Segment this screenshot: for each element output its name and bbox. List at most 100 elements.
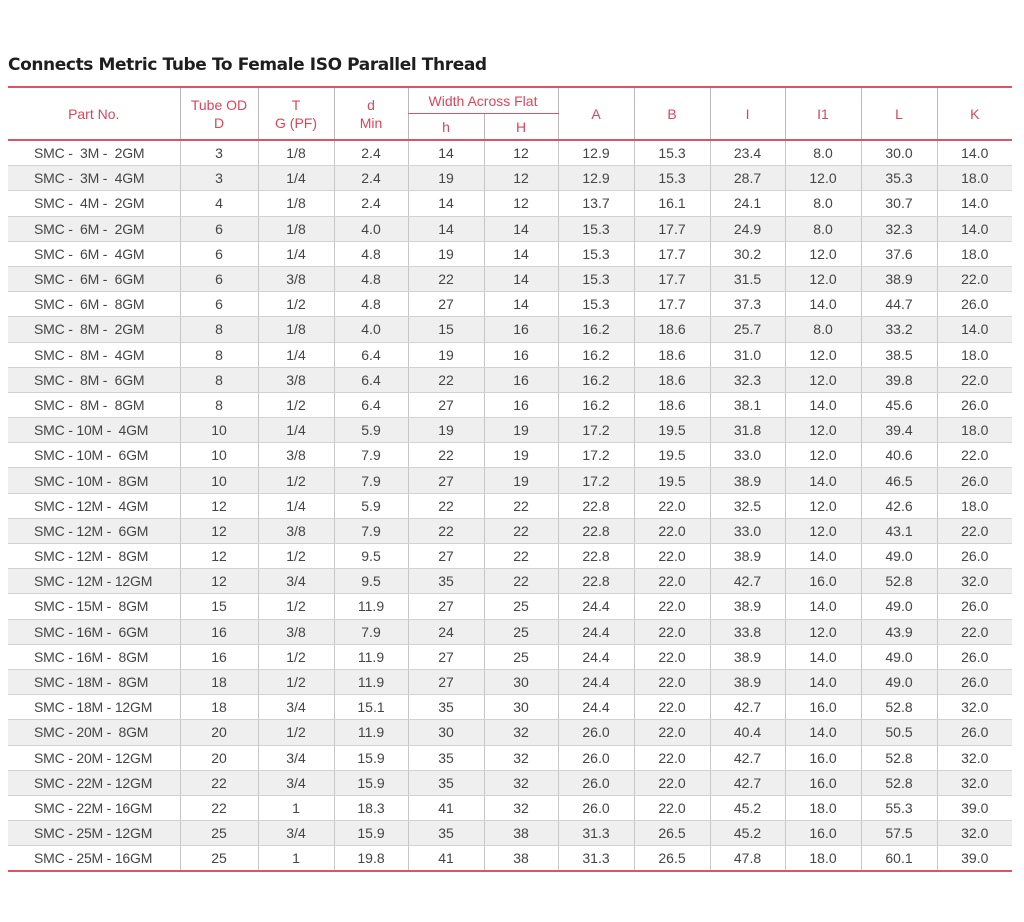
cell-a: 22.8 [557, 543, 635, 570]
cell-h: 14 [407, 216, 484, 242]
cell-d-min: 11.9 [333, 669, 408, 696]
table-row: SMC - 25M - 16GM 25 1 19.8 41 38 31.3 26.5 47.8 1… [8, 845, 1013, 873]
cell-b: 19.5 [633, 467, 711, 494]
cell-tube-od: 8 [179, 367, 258, 393]
table-body: SMC - 3M - 2GM 3 1/8 2.4 14 12 12.9 15.3 23.4 8.0… [8, 140, 1013, 873]
cell-h: 35 [407, 694, 484, 721]
header-width-across-flat: Width Across Flat [407, 86, 559, 114]
cell-d-min: 4.0 [333, 216, 408, 242]
cell-i: 24.1 [709, 190, 786, 217]
cell-a: 16.2 [557, 392, 635, 419]
cell-k: 26.0 [936, 392, 1013, 419]
cell-i1: 14.0 [784, 644, 862, 670]
page-title: Connects Metric Tube To Female ISO Paral… [8, 55, 487, 75]
table-row: SMC - 10M - 6GM 10 3/8 7.9 22 19 17.2 19.5 33.0 1… [8, 442, 1013, 469]
cell-i: 40.4 [709, 719, 786, 746]
cell-i: 24.9 [709, 216, 786, 242]
cell-d-min: 9.5 [333, 568, 408, 595]
cell-part-no: SMC - 16M - 6GM [8, 619, 180, 645]
cell-l: 37.6 [860, 241, 938, 267]
cell-h: 35 [407, 820, 484, 847]
cell-h: 14 [407, 190, 484, 217]
table-row: SMC - 12M - 6GM 12 3/8 7.9 22 22 22.8 22.0 33.0 1… [8, 518, 1013, 545]
table-row: SMC - 16M - 6GM 16 3/8 7.9 24 25 24.4 22.0 33.8 1… [8, 619, 1013, 645]
cell-H: 12 [483, 165, 559, 192]
cell-l: 44.7 [860, 291, 938, 318]
table-row: SMC - 8M - 4GM 8 1/4 6.4 19 16 16.2 18.6 31.0 12.… [8, 342, 1013, 368]
cell-part-no: SMC - 8M - 8GM [8, 392, 180, 419]
cell-part-no: SMC - 15M - 8GM [8, 593, 180, 620]
cell-tube-od: 12 [179, 518, 258, 545]
cell-part-no: SMC - 6M - 2GM [8, 216, 180, 242]
cell-b: 22.0 [633, 770, 711, 796]
cell-k: 14.0 [936, 216, 1013, 242]
table-row: SMC - 8M - 6GM 8 3/8 6.4 22 16 16.2 18.6 32.3 12.… [8, 367, 1013, 393]
cell-H: 22 [483, 493, 559, 519]
cell-tube-od: 4 [179, 190, 258, 217]
cell-a: 26.0 [557, 745, 635, 771]
cell-d-min: 9.5 [333, 543, 408, 570]
header-l: L [860, 86, 938, 141]
cell-a: 17.2 [557, 417, 635, 444]
cell-part-no: SMC - 8M - 6GM [8, 367, 180, 393]
cell-d-min: 4.8 [333, 266, 408, 293]
cell-k: 26.0 [936, 644, 1013, 670]
cell-b: 26.5 [633, 845, 711, 873]
cell-a: 31.3 [557, 820, 635, 847]
cell-part-no: SMC - 12M - 6GM [8, 518, 180, 545]
table-row: SMC - 10M - 4GM 10 1/4 5.9 19 19 17.2 19.5 31.8 1… [8, 417, 1013, 444]
cell-k: 14.0 [936, 190, 1013, 217]
cell-part-no: SMC - 10M - 8GM [8, 467, 180, 494]
cell-i: 28.7 [709, 165, 786, 192]
cell-b: 17.7 [633, 291, 711, 318]
cell-i: 33.0 [709, 442, 786, 469]
cell-i: 33.0 [709, 518, 786, 545]
cell-d-min: 7.9 [333, 518, 408, 545]
cell-tube-od: 10 [179, 417, 258, 444]
cell-d-min: 15.1 [333, 694, 408, 721]
cell-b: 17.7 [633, 266, 711, 293]
table-row: SMC - 25M - 12GM 25 3/4 15.9 35 38 31.3 26.5 45.… [8, 820, 1013, 847]
cell-tube-od: 6 [179, 216, 258, 242]
header-i: I [709, 86, 786, 141]
cell-l: 52.8 [860, 694, 938, 721]
cell-a: 16.2 [557, 342, 635, 368]
cell-d-min: 6.4 [333, 342, 408, 368]
cell-a: 15.3 [557, 216, 635, 242]
cell-t-thread: 1/4 [257, 342, 334, 368]
cell-part-no: SMC - 6M - 6GM [8, 266, 180, 293]
cell-d-min: 19.8 [333, 845, 408, 873]
cell-k: 32.0 [936, 770, 1013, 796]
cell-part-no: SMC - 22M - 16GM [8, 795, 180, 822]
cell-b: 22.0 [633, 568, 711, 595]
cell-H: 16 [483, 342, 559, 368]
cell-i: 38.1 [709, 392, 786, 419]
header-b: B [633, 86, 711, 141]
header-large-h: H [483, 113, 559, 141]
cell-d-min: 7.9 [333, 442, 408, 469]
cell-a: 16.2 [557, 316, 635, 343]
cell-i: 30.2 [709, 241, 786, 267]
cell-tube-od: 18 [179, 694, 258, 721]
cell-a: 24.4 [557, 619, 635, 645]
cell-part-no: SMC - 6M - 4GM [8, 241, 180, 267]
cell-i1: 16.0 [784, 568, 862, 595]
cell-i: 37.3 [709, 291, 786, 318]
cell-a: 16.2 [557, 367, 635, 393]
cell-k: 18.0 [936, 417, 1013, 444]
cell-tube-od: 25 [179, 845, 258, 873]
cell-b: 15.3 [633, 165, 711, 192]
cell-b: 22.0 [633, 619, 711, 645]
cell-t-thread: 1/2 [257, 669, 334, 696]
cell-t-thread: 1/8 [257, 316, 334, 343]
cell-l: 52.8 [860, 770, 938, 796]
cell-part-no: SMC - 20M - 12GM [8, 745, 180, 771]
cell-tube-od: 18 [179, 669, 258, 696]
cell-t-thread: 1/8 [257, 216, 334, 242]
cell-i1: 12.0 [784, 342, 862, 368]
cell-a: 12.9 [557, 165, 635, 192]
table-row: SMC - 3M - 2GM 3 1/8 2.4 14 12 12.9 15.3 23.4 8.0… [8, 140, 1013, 167]
cell-i: 25.7 [709, 316, 786, 343]
cell-h: 27 [407, 291, 484, 318]
